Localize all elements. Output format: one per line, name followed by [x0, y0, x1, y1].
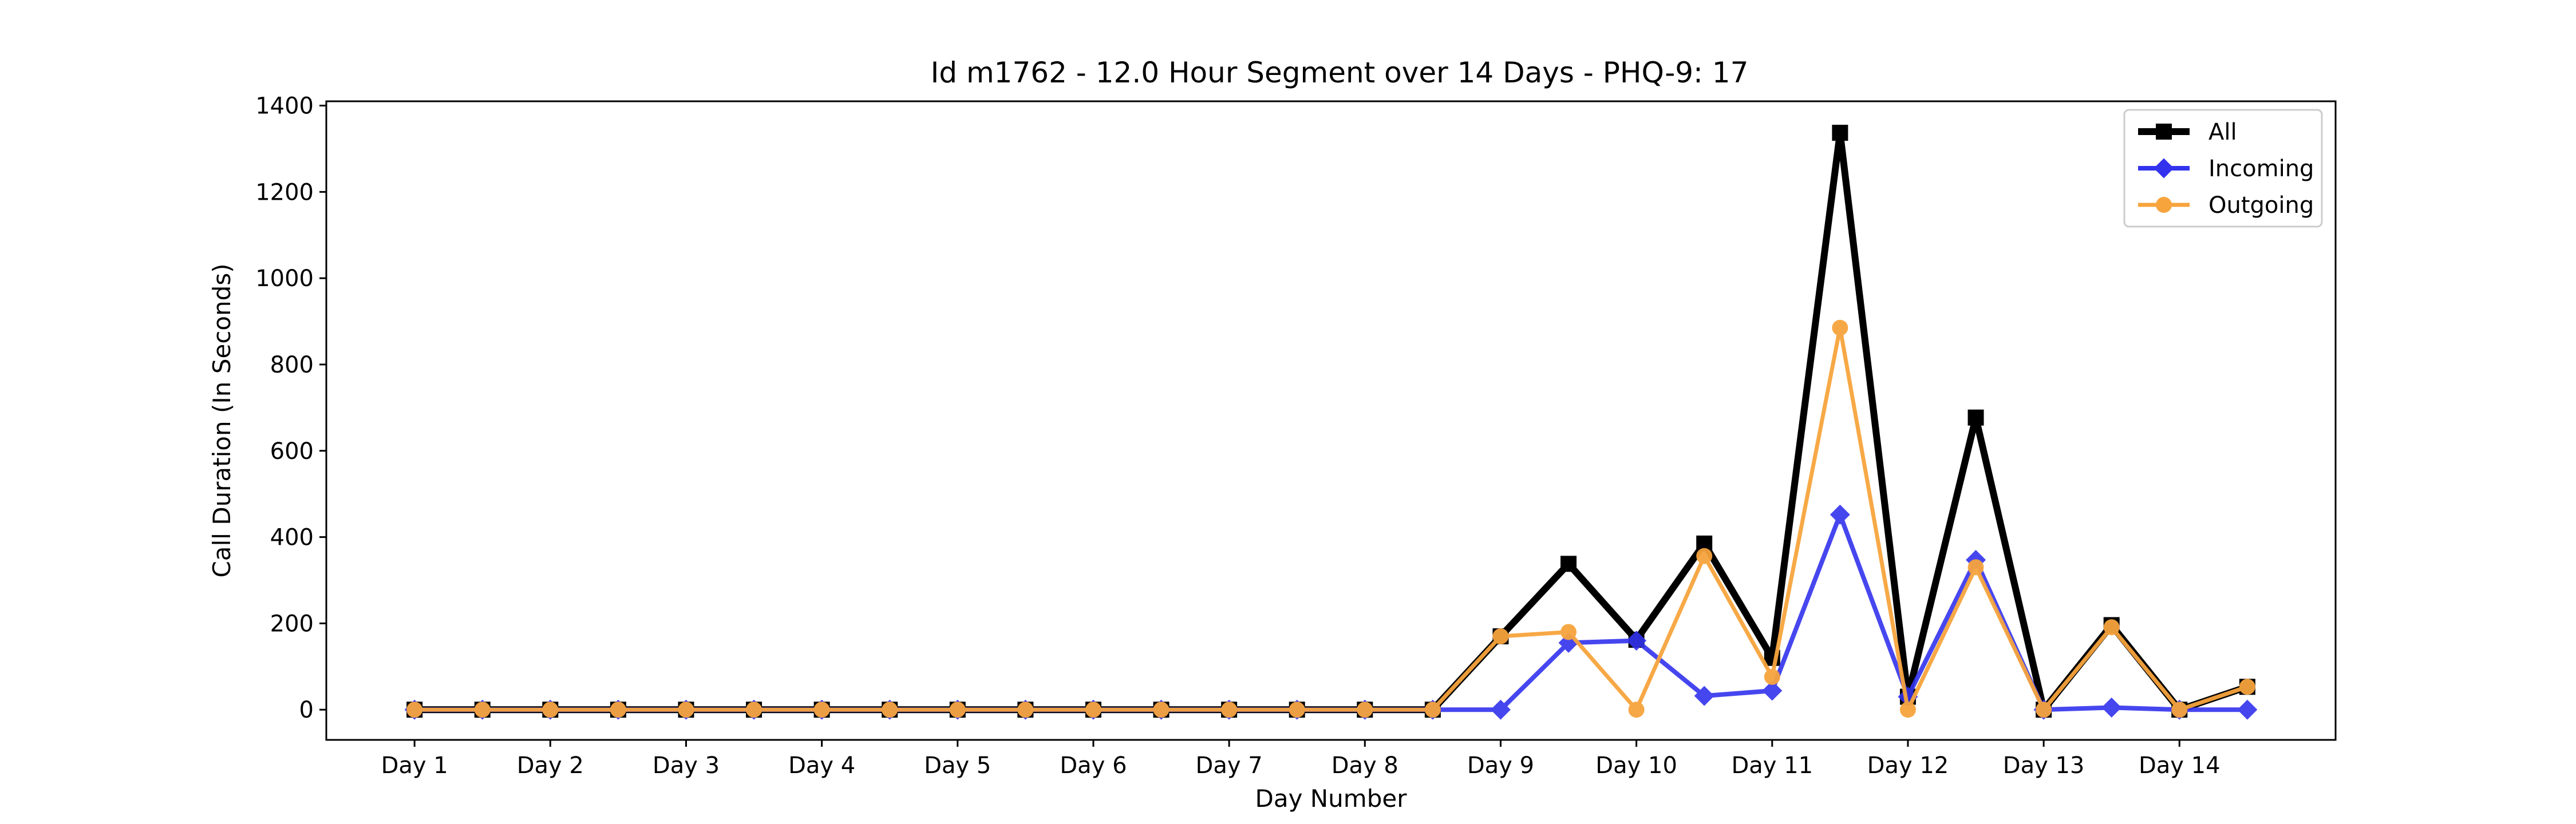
data-point-outgoing [1017, 702, 1034, 718]
data-point-incoming [1626, 631, 1647, 651]
y-axis-title: Call Duration (In Seconds) [208, 263, 236, 577]
data-point-outgoing [1764, 668, 1780, 685]
y-tick-label: 1000 [255, 266, 314, 292]
y-tick-label: 800 [270, 352, 314, 378]
y-tick-label: 1200 [255, 179, 314, 205]
plot-frame [325, 100, 2337, 741]
x-tick-label: Day 8 [1332, 752, 1398, 779]
data-point-outgoing [1424, 702, 1441, 718]
data-point-incoming [1830, 504, 1850, 525]
data-point-outgoing [2103, 619, 2120, 636]
data-point-incoming [2237, 699, 2258, 720]
y-tick-label: 0 [299, 697, 314, 723]
legend-marker-icon [2154, 158, 2174, 179]
data-point-incoming [1490, 699, 1511, 720]
data-point-outgoing [1221, 702, 1238, 718]
data-point-outgoing [1357, 702, 1373, 718]
x-tick-label: Day 12 [1867, 752, 1949, 779]
data-point-outgoing [1628, 702, 1645, 718]
chart-title: Id m1762 - 12.0 Hour Segment over 14 Day… [931, 56, 1749, 89]
data-point-outgoing [1085, 702, 1101, 718]
series-line-outgoing [414, 327, 2248, 716]
data-point-all [1832, 125, 1848, 141]
data-point-outgoing [2036, 702, 2052, 718]
x-axis-title: Day Number [1255, 785, 1407, 813]
data-point-incoming [1694, 686, 1714, 706]
data-point-outgoing [542, 702, 559, 718]
data-point-outgoing [1289, 702, 1305, 718]
data-point-outgoing [1899, 702, 1916, 718]
legend-label: All [2208, 119, 2237, 145]
data-point-outgoing [1560, 624, 1577, 640]
y-tick-label: 400 [270, 525, 314, 551]
data-point-incoming [2101, 697, 2122, 718]
data-point-outgoing [813, 702, 830, 718]
plot-area: 0 200 400 600 800 1000 1200 1400 Day 1 Day 2 Day 3… [255, 93, 2258, 779]
legend-marker-icon [2156, 197, 2172, 213]
x-tick-label: Day 4 [788, 752, 855, 779]
data-point-outgoing [1492, 628, 1509, 645]
data-point-outgoing [678, 702, 694, 718]
data-point-outgoing [1153, 702, 1170, 718]
legend-box [2123, 109, 2323, 228]
x-tick-label: Day 7 [1196, 752, 1263, 779]
data-point-outgoing [1696, 548, 1713, 564]
x-tick-label: Day 5 [924, 752, 991, 779]
legend: All Incoming Outgoing [2123, 109, 2323, 228]
data-point-all [1967, 409, 1984, 426]
data-point-outgoing [746, 702, 762, 718]
x-tick-label: Day 6 [1060, 752, 1127, 779]
data-point-outgoing [1967, 559, 1984, 576]
data-point-outgoing [406, 702, 423, 718]
data-point-outgoing [882, 702, 898, 718]
legend-marker-icon [2156, 124, 2172, 140]
x-tick-label: Day 14 [2139, 752, 2221, 779]
data-point-outgoing [2171, 702, 2188, 718]
legend-item-outgoing: Outgoing [2138, 192, 2314, 219]
legend-label: Outgoing [2208, 192, 2314, 219]
y-tick-label: 200 [270, 611, 314, 637]
x-tick-label: Day 11 [1731, 752, 1813, 779]
data-point-outgoing [1832, 319, 1848, 336]
y-tick-label: 600 [270, 438, 314, 465]
x-tick-label: Day 1 [381, 752, 448, 779]
x-tick-label: Day 2 [517, 752, 584, 779]
x-tick-label: Day 9 [1467, 752, 1534, 779]
data-point-all [1560, 556, 1577, 572]
series-outgoing [406, 319, 2255, 718]
legend-item-all: All [2138, 119, 2237, 145]
legend-label: Incoming [2208, 156, 2314, 182]
x-tick-label: Day 10 [1595, 752, 1677, 779]
data-point-outgoing [610, 702, 626, 718]
x-tick-label: Day 3 [653, 752, 720, 779]
data-point-outgoing [474, 702, 491, 718]
data-point-outgoing [949, 702, 966, 718]
x-tick-label: Day 13 [2003, 752, 2085, 779]
y-tick-label: 1400 [255, 93, 314, 120]
data-point-incoming [1762, 680, 1783, 701]
legend-item-incoming: Incoming [2138, 156, 2314, 182]
data-point-outgoing [2239, 679, 2255, 695]
